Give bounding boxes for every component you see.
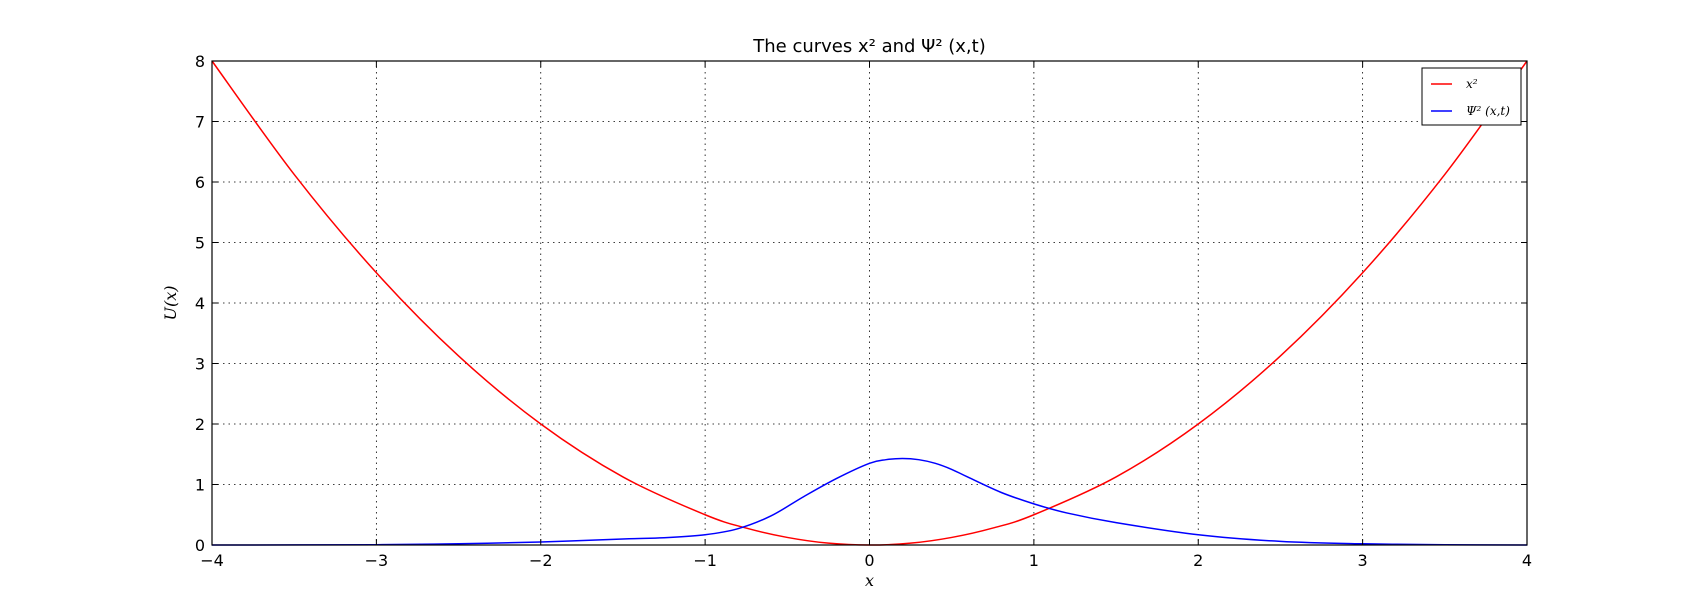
- y-tick-label: 8: [195, 52, 205, 71]
- x-tick-label: 2: [1193, 551, 1203, 570]
- series-line-psi-squared: [211, 457, 1528, 546]
- x-tick-label: 3: [1358, 551, 1368, 570]
- grid: [212, 61, 1527, 545]
- chart-title: The curves x² and Ψ² (x,t): [752, 36, 986, 57]
- ticks: −4 −3 −2 −1 0 1 2 3 4 0 1 2 3 4 5 6 7 8: [195, 52, 1532, 570]
- x-tick-label: −3: [365, 551, 389, 570]
- x-tick-label: −1: [693, 551, 717, 570]
- legend: x² Ψ² (x,t): [1421, 67, 1522, 126]
- legend-label-psi-squared: Ψ² (x,t): [1466, 104, 1510, 118]
- legend-label-x-squared: x²: [1466, 77, 1478, 91]
- y-tick-label: 4: [195, 294, 205, 313]
- y-tick-label: 5: [195, 234, 205, 253]
- y-tick-label: 6: [195, 173, 205, 192]
- x-tick-label: 1: [1029, 551, 1039, 570]
- x-axis-label: x: [865, 571, 874, 590]
- x-tick-label: −2: [529, 551, 553, 570]
- y-axis-label: U(x): [161, 286, 180, 321]
- x-tick-label: −4: [200, 551, 224, 570]
- y-tick-label: 1: [195, 476, 205, 495]
- y-tick-label: 0: [195, 536, 205, 555]
- x-tick-label: 4: [1522, 551, 1532, 570]
- y-tick-label: 7: [195, 113, 205, 132]
- x-tick-label: 0: [864, 551, 874, 570]
- y-tick-label: 2: [195, 415, 205, 434]
- legend-box: [1421, 67, 1522, 126]
- y-tick-label: 3: [195, 355, 205, 374]
